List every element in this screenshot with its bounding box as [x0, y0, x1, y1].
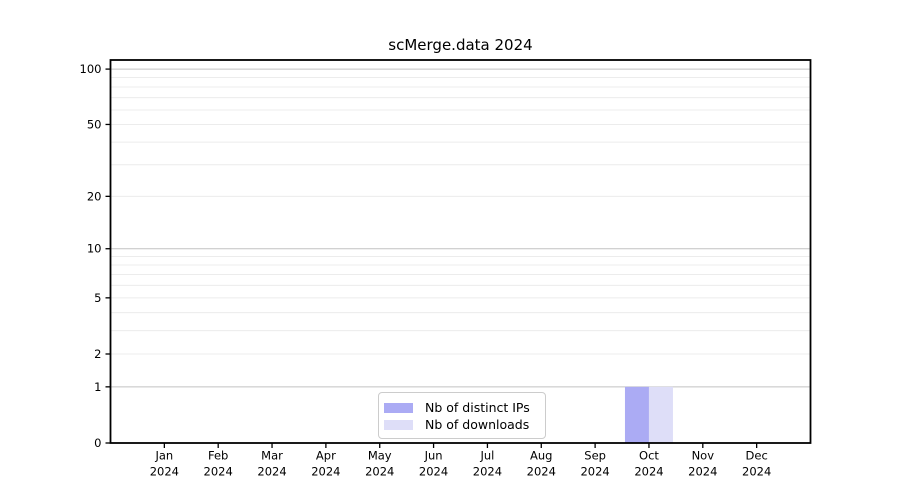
x-tick-label-month: Jan: [154, 449, 173, 463]
x-tick-label-month: Jul: [479, 449, 494, 463]
y-tick-label: 100: [80, 62, 102, 76]
x-tick-label-month: Feb: [208, 449, 228, 463]
x-tick-label-year: 2024: [580, 465, 609, 479]
downloads-swatch: [384, 419, 413, 430]
bar-oct-2024-s0: [624, 386, 649, 443]
x-tick-label-year: 2024: [742, 465, 771, 479]
legend-label-distinct-ips: Nb of distinct IPs: [425, 400, 530, 415]
y-tick-label: 20: [87, 189, 102, 203]
y-tick-label: 50: [87, 117, 102, 131]
x-tick-label-year: 2024: [634, 465, 663, 479]
x-tick-label-year: 2024: [204, 465, 233, 479]
y-tick-label: 1: [94, 380, 101, 394]
x-tick-label-month: Oct: [639, 449, 659, 463]
x-tick-label-month: Jun: [424, 449, 443, 463]
x-tick-label-month: Nov: [692, 449, 715, 463]
y-tick-label: 2: [94, 347, 101, 361]
x-tick-label-year: 2024: [473, 465, 502, 479]
x-tick-label-month: Aug: [530, 449, 552, 463]
x-tick-label-year: 2024: [311, 465, 340, 479]
x-tick-label-year: 2024: [257, 465, 286, 479]
x-tick-label-year: 2024: [688, 465, 717, 479]
y-tick-label: 0: [94, 436, 101, 450]
plot-frame: [109, 59, 812, 444]
legend-label-downloads: Nb of downloads: [425, 417, 530, 432]
x-tick-label-month: Mar: [261, 449, 283, 463]
chart-legend: Nb of distinct IPs Nb of downloads: [378, 392, 546, 439]
x-tick-label-month: Apr: [316, 449, 336, 463]
bar-oct-2024-s1: [648, 386, 673, 443]
x-tick-label-year: 2024: [365, 465, 394, 479]
y-tick-label: 5: [94, 291, 101, 305]
legend-entry-downloads: Nb of downloads: [384, 416, 545, 433]
x-tick-label-month: Dec: [746, 449, 768, 463]
y-tick-label: 10: [87, 242, 102, 256]
legend-entry-distinct-ips: Nb of distinct IPs: [384, 399, 545, 416]
x-tick-label-month: May: [368, 449, 392, 463]
x-tick-label-year: 2024: [150, 465, 179, 479]
x-tick-label-year: 2024: [419, 465, 448, 479]
chart-title: scMerge.data 2024: [388, 36, 533, 54]
x-tick-label-month: Sep: [584, 449, 606, 463]
x-tick-label-year: 2024: [527, 465, 556, 479]
distinct-ips-swatch: [384, 402, 413, 413]
